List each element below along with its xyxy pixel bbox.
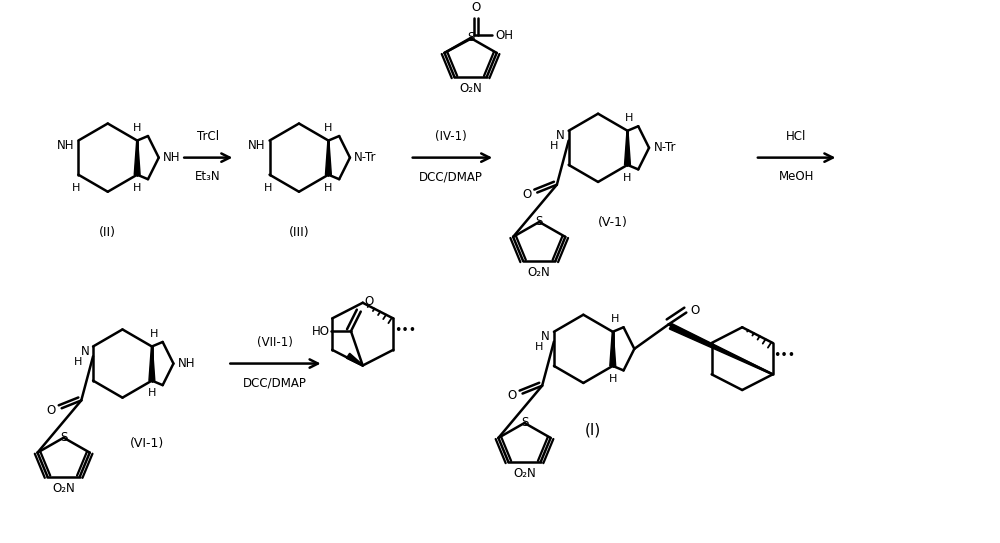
Text: O: O xyxy=(507,389,517,402)
Text: H: H xyxy=(324,182,333,193)
Text: S: S xyxy=(467,31,474,45)
Text: •••: ••• xyxy=(774,349,796,362)
Text: N: N xyxy=(80,345,89,358)
Text: N-Tr: N-Tr xyxy=(654,141,676,154)
Text: HCl: HCl xyxy=(786,130,806,143)
Text: H: H xyxy=(609,374,617,384)
Text: O: O xyxy=(47,404,56,416)
Text: S: S xyxy=(521,416,528,430)
Text: (II): (II) xyxy=(99,226,116,239)
Text: OH: OH xyxy=(495,29,513,42)
Text: (I): (I) xyxy=(585,422,601,437)
Text: H: H xyxy=(150,329,158,339)
Text: DCC/DMAP: DCC/DMAP xyxy=(243,376,306,389)
Text: (IV-1): (IV-1) xyxy=(435,130,467,143)
Polygon shape xyxy=(134,141,140,175)
Text: H: H xyxy=(263,182,272,193)
Text: S: S xyxy=(536,216,543,229)
Text: •••: ••• xyxy=(394,324,416,337)
Text: (VII-1): (VII-1) xyxy=(257,336,292,349)
Text: H: H xyxy=(611,314,619,324)
Text: (III): (III) xyxy=(289,226,309,239)
Text: H: H xyxy=(133,182,141,193)
Text: NH: NH xyxy=(163,151,180,164)
Text: N: N xyxy=(541,330,550,343)
Text: H: H xyxy=(72,182,81,193)
Text: H: H xyxy=(148,388,156,399)
Text: O: O xyxy=(522,188,531,201)
Text: H: H xyxy=(550,141,558,151)
Text: DCC/DMAP: DCC/DMAP xyxy=(419,171,483,184)
Text: O: O xyxy=(365,295,374,308)
Text: (V-1): (V-1) xyxy=(598,217,628,230)
Text: H: H xyxy=(625,113,634,123)
Text: HO: HO xyxy=(311,325,329,338)
Text: H: H xyxy=(74,357,83,367)
Text: NH: NH xyxy=(57,139,74,152)
Text: NH: NH xyxy=(178,357,196,370)
Polygon shape xyxy=(346,353,363,366)
Text: O₂N: O₂N xyxy=(513,467,536,480)
Polygon shape xyxy=(669,324,773,375)
Text: H: H xyxy=(623,173,632,183)
Text: O₂N: O₂N xyxy=(459,82,482,95)
Polygon shape xyxy=(149,346,155,381)
Text: TrCl: TrCl xyxy=(197,130,219,143)
Text: NH: NH xyxy=(248,139,266,152)
Text: (VI-1): (VI-1) xyxy=(130,437,164,450)
Text: H: H xyxy=(324,123,333,132)
Polygon shape xyxy=(610,332,616,366)
Text: Et₃N: Et₃N xyxy=(195,171,221,184)
Text: O₂N: O₂N xyxy=(52,482,75,495)
Text: O: O xyxy=(690,304,699,317)
Text: S: S xyxy=(60,431,67,444)
Polygon shape xyxy=(625,131,630,165)
Text: N-Tr: N-Tr xyxy=(354,151,376,164)
Text: N: N xyxy=(556,129,565,142)
Text: MeOH: MeOH xyxy=(778,171,814,184)
Text: H: H xyxy=(133,123,141,132)
Text: O₂N: O₂N xyxy=(528,266,550,279)
Text: O: O xyxy=(471,1,480,14)
Text: H: H xyxy=(535,343,543,352)
Polygon shape xyxy=(325,141,331,175)
